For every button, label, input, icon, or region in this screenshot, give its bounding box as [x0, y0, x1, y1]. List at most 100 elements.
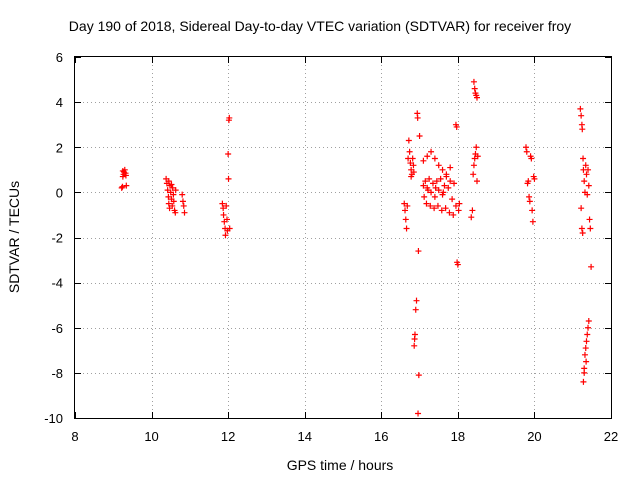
data-point — [456, 200, 463, 207]
data-point — [410, 169, 417, 176]
data-point — [164, 187, 171, 194]
data-point — [443, 171, 450, 178]
data-point — [474, 94, 480, 101]
data-point — [410, 162, 417, 169]
data-point — [226, 114, 233, 121]
data-point — [181, 209, 188, 216]
data-point — [122, 172, 129, 179]
data-point — [470, 162, 477, 169]
x-axis-label: GPS time / hours — [287, 457, 394, 473]
data-point — [179, 191, 186, 198]
y-tick-label: 0 — [56, 185, 63, 200]
data-point — [447, 178, 454, 185]
data-point — [222, 232, 229, 239]
data-point — [119, 167, 126, 174]
data-point — [582, 162, 589, 169]
data-point — [225, 151, 232, 158]
data-point — [579, 229, 586, 236]
x-tick-label: 20 — [527, 429, 541, 444]
x-tick-label: 8 — [71, 429, 78, 444]
data-point — [528, 155, 535, 162]
data-point — [583, 358, 590, 365]
data-point — [586, 216, 593, 223]
data-point — [220, 211, 227, 218]
data-point — [454, 261, 461, 268]
data-point — [170, 198, 177, 205]
data-point — [587, 225, 594, 232]
data-point — [577, 105, 584, 112]
x-tick-label: 16 — [374, 429, 388, 444]
data-point — [523, 148, 530, 155]
chart-title: Day 190 of 2018, Sidereal Day-to-day VTE… — [68, 18, 572, 34]
data-point — [581, 178, 588, 185]
data-point — [585, 317, 592, 324]
data-point — [402, 207, 409, 214]
data-point — [415, 248, 422, 255]
data-point — [432, 184, 439, 191]
data-point — [525, 178, 532, 185]
plot-frame — [74, 56, 612, 419]
data-point — [578, 225, 585, 232]
grid — [75, 57, 611, 418]
data-point — [426, 175, 433, 182]
data-point — [429, 180, 436, 187]
data-point — [428, 148, 435, 155]
data-point — [411, 342, 418, 349]
x-tick-label: 10 — [144, 429, 158, 444]
data-point — [179, 198, 186, 205]
data-point — [226, 225, 233, 232]
y-tick-label: -8 — [51, 366, 63, 381]
data-point — [453, 123, 460, 130]
x-tick-label: 14 — [297, 429, 311, 444]
data-point — [441, 182, 448, 189]
data-point — [165, 193, 172, 200]
data-point — [437, 175, 444, 182]
data-point — [440, 189, 447, 196]
data-point — [180, 202, 187, 209]
data-point — [468, 214, 475, 221]
data-point — [405, 137, 412, 144]
data-point — [583, 338, 590, 345]
data-point — [402, 216, 409, 223]
y-tick-label: -10 — [44, 411, 63, 426]
data-point — [220, 205, 227, 212]
data-point — [470, 171, 477, 178]
data-point — [581, 351, 588, 358]
data-point — [446, 209, 453, 216]
data-point — [119, 183, 126, 190]
data-point — [473, 144, 480, 151]
y-tick-label: 6 — [56, 50, 63, 65]
data-point — [172, 209, 179, 216]
data-point — [219, 200, 226, 207]
data-point — [404, 202, 411, 209]
data-point — [411, 331, 418, 338]
data-point — [471, 85, 478, 92]
data-point — [578, 205, 585, 212]
data-point — [414, 114, 421, 121]
data-point — [408, 173, 415, 180]
data-point — [165, 178, 172, 185]
data-point — [474, 178, 480, 185]
data-point — [223, 202, 230, 209]
data-point — [424, 153, 431, 160]
data-point — [118, 184, 125, 191]
data-point — [580, 378, 587, 385]
data-point — [415, 410, 422, 417]
data-point — [169, 184, 176, 191]
data-point — [584, 331, 591, 338]
y-tick-label: -2 — [51, 231, 63, 246]
data-point — [403, 225, 410, 232]
x-tick-label: 12 — [221, 429, 235, 444]
data-point — [431, 205, 438, 212]
data-point — [449, 196, 456, 203]
data-point — [434, 202, 441, 209]
data-point — [531, 175, 538, 182]
data-point — [452, 202, 459, 209]
data-point — [455, 207, 462, 214]
data-point — [584, 191, 591, 198]
data-point — [523, 144, 530, 151]
data-point — [579, 126, 586, 133]
data-point — [447, 164, 454, 171]
data-point — [223, 216, 230, 223]
